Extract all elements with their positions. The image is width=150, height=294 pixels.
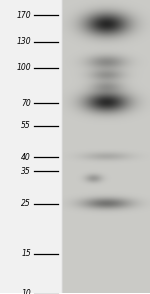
Text: 40: 40 <box>21 153 31 161</box>
Text: 15: 15 <box>21 250 31 258</box>
Text: 10: 10 <box>21 290 31 294</box>
Text: 55: 55 <box>21 121 31 131</box>
Text: 130: 130 <box>16 38 31 46</box>
Text: 100: 100 <box>16 64 31 73</box>
Text: 170: 170 <box>16 11 31 19</box>
Text: 35: 35 <box>21 166 31 176</box>
Text: 25: 25 <box>21 200 31 208</box>
Text: 70: 70 <box>21 98 31 108</box>
